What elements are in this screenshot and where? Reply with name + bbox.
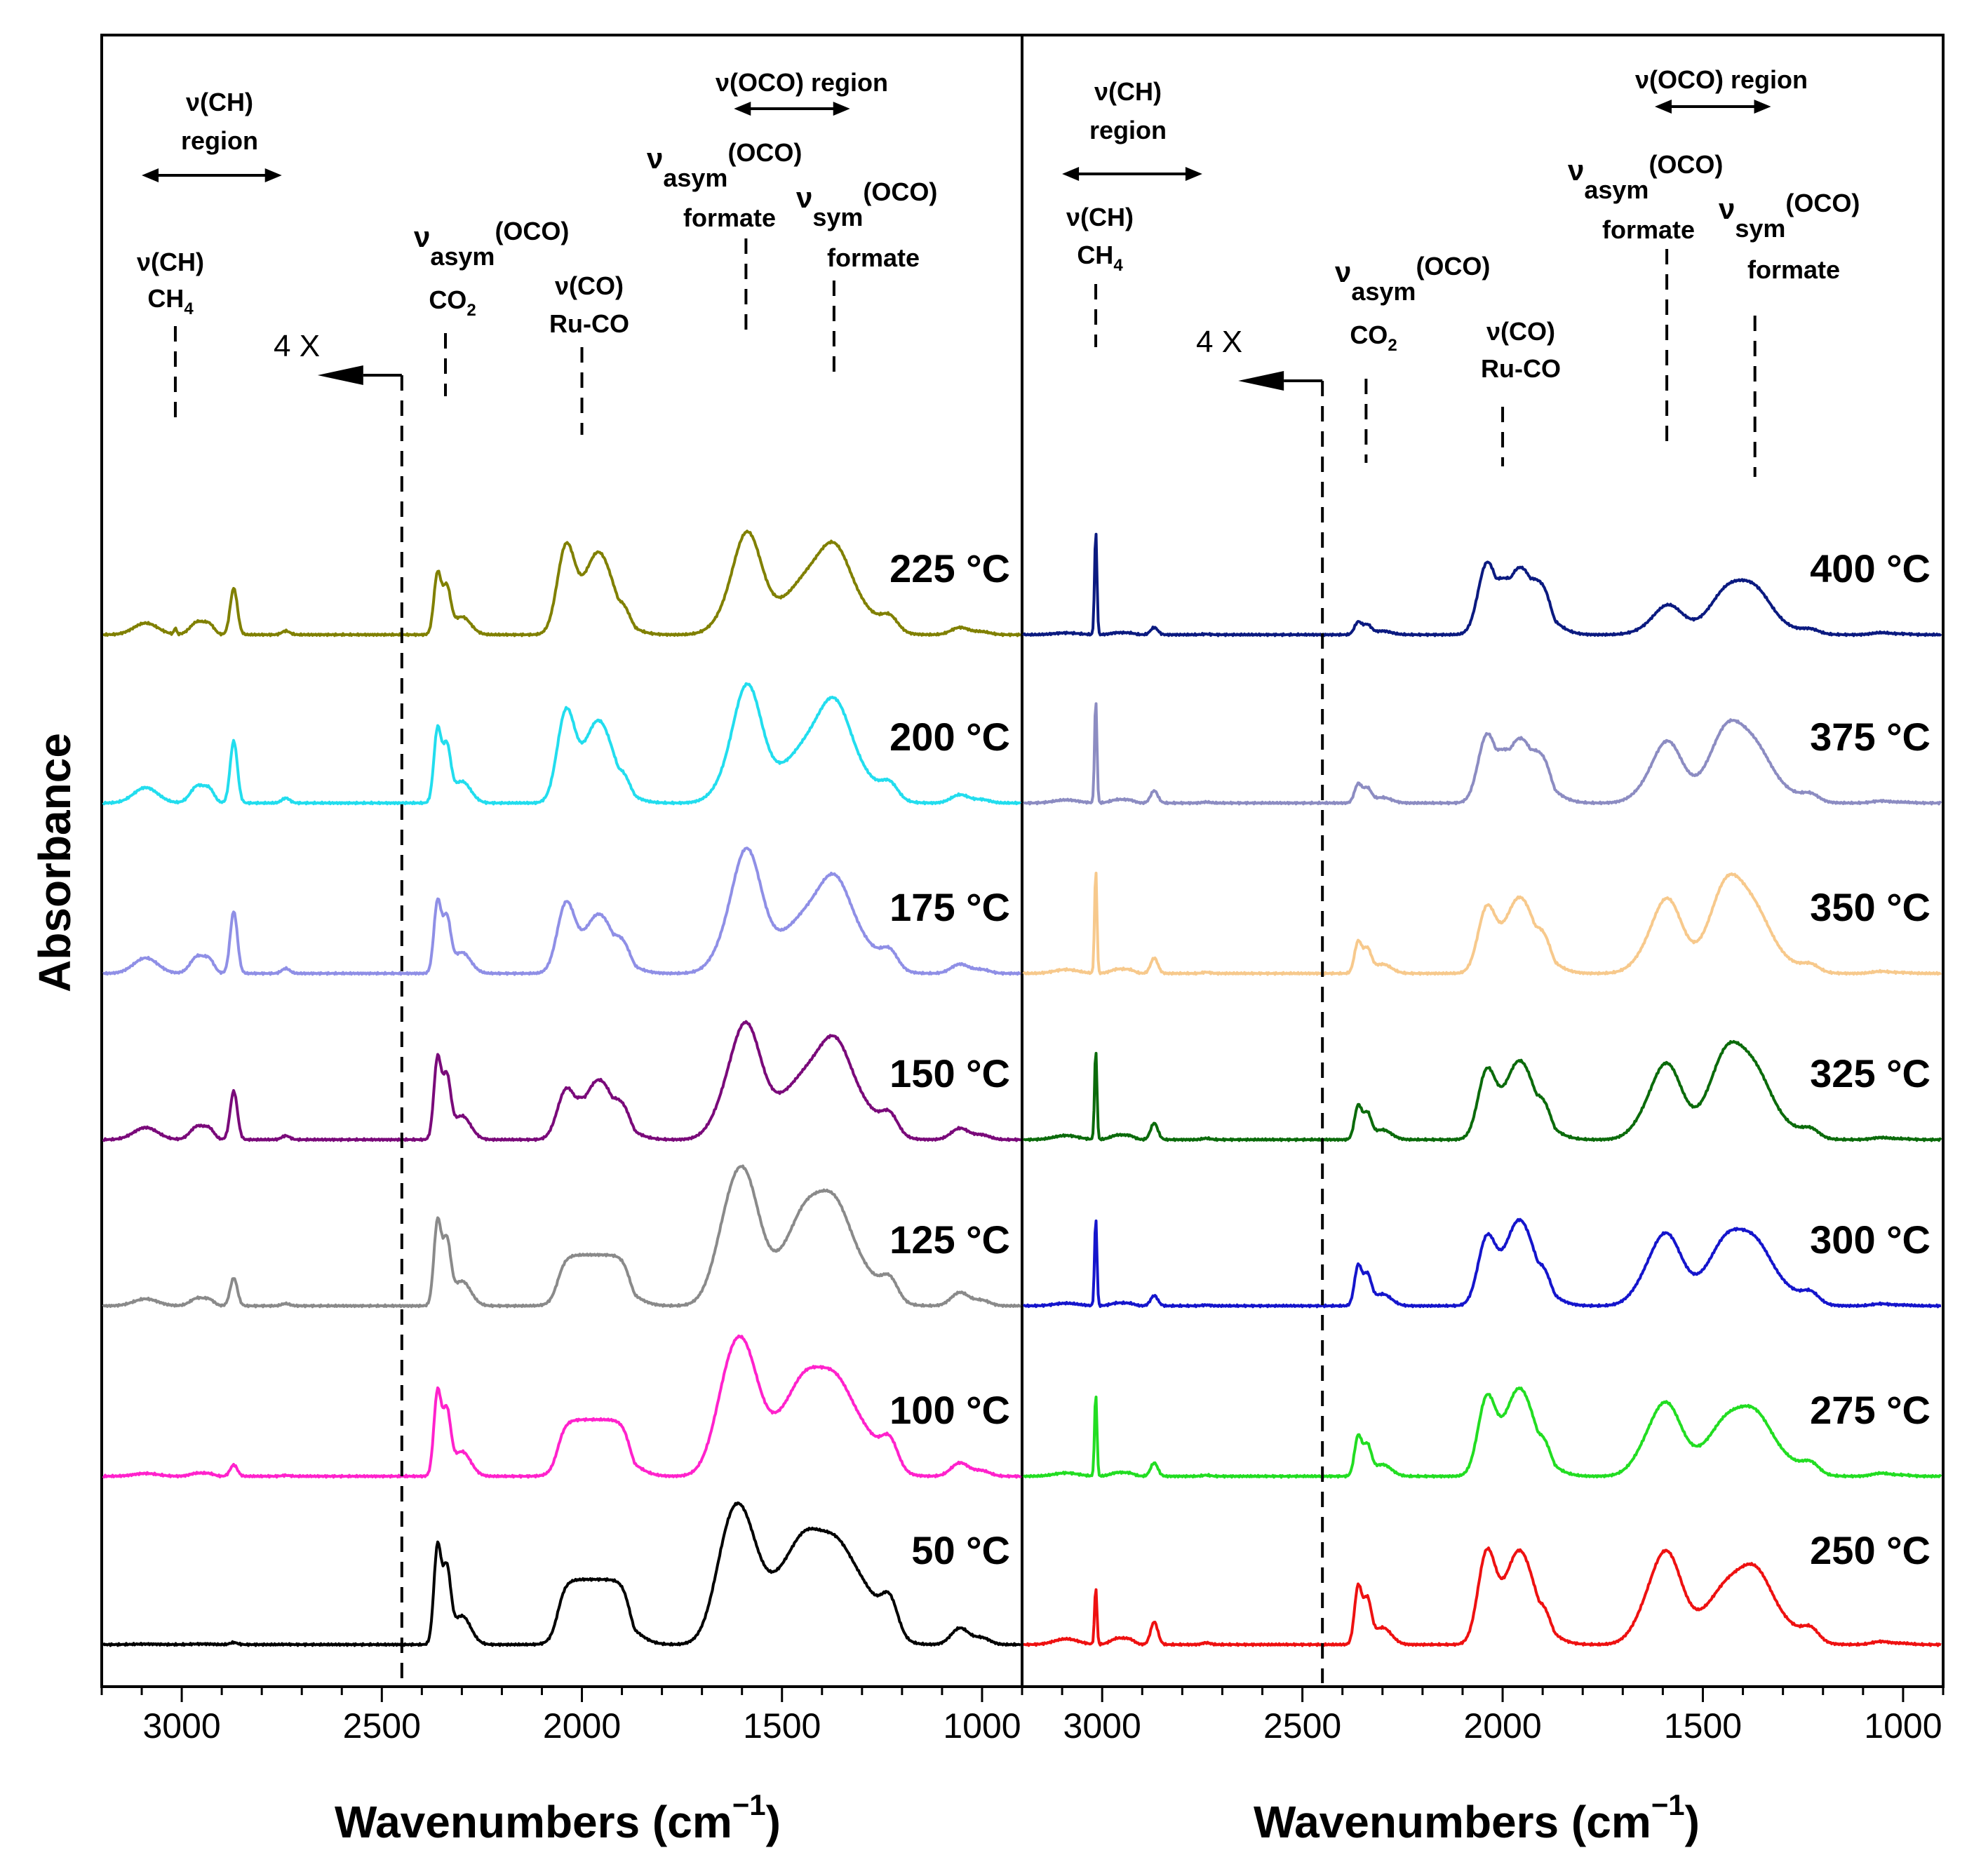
spectrum-350c bbox=[1022, 872, 1942, 976]
temperature-label-325: 325 °C bbox=[1810, 1051, 1931, 1095]
temperature-label-125: 125 °C bbox=[889, 1217, 1010, 1262]
formate-asym-species-right: formate bbox=[1602, 215, 1695, 244]
x-tick-label-2500-right: 2500 bbox=[1263, 1706, 1341, 1746]
co2-species-label-left: CO2 bbox=[429, 285, 476, 320]
ch-region-label2-right: region bbox=[1089, 116, 1167, 144]
spectrum-175c bbox=[102, 846, 1021, 976]
formate-asym-label-right: νasym(OCO) bbox=[1568, 150, 1723, 204]
ch4-species-label-left: CH4 bbox=[147, 284, 194, 318]
x-tick-label-2000-right: 2000 bbox=[1463, 1706, 1541, 1746]
co-band-label-left: ν(CO) bbox=[555, 271, 624, 300]
spectrum-50c bbox=[102, 1502, 1021, 1647]
spectrum-325c bbox=[1023, 1040, 1942, 1142]
formate-sym-label-left: νsym(OCO) bbox=[796, 177, 937, 231]
x-tick-label-1500-left: 1500 bbox=[743, 1706, 821, 1746]
x-tick-label-3000-right: 3000 bbox=[1063, 1706, 1141, 1746]
formate-sym-species-right: formate bbox=[1747, 255, 1840, 284]
ru-co-label-left: Ru-CO bbox=[549, 309, 629, 338]
temperature-label-50: 50 °C bbox=[911, 1528, 1010, 1572]
ch4-species-label-right: CH4 bbox=[1077, 241, 1123, 275]
scale-break-arrow-left bbox=[317, 365, 402, 385]
temperature-label-200: 200 °C bbox=[889, 715, 1010, 759]
spectrum-375c bbox=[1023, 702, 1942, 806]
formate-sym-species-left: formate bbox=[827, 243, 920, 272]
spectrum-225c bbox=[102, 529, 1021, 637]
ch-region-arrow-right bbox=[1062, 167, 1202, 181]
spectrum-400c bbox=[1022, 532, 1942, 637]
x-tick-label-2500-left: 2500 bbox=[343, 1706, 421, 1746]
temperature-label-375: 375 °C bbox=[1810, 715, 1931, 759]
co2-asym-label-right: νasym(OCO) bbox=[1335, 252, 1490, 306]
temperature-label-100: 100 °C bbox=[889, 1388, 1010, 1432]
x-tick-label-2000-left: 2000 bbox=[543, 1706, 621, 1746]
temperature-label-400: 400 °C bbox=[1810, 546, 1931, 591]
formate-asym-species-left: formate bbox=[683, 203, 776, 232]
temperature-label-250: 250 °C bbox=[1810, 1528, 1931, 1572]
ru-co-label-right: Ru-CO bbox=[1481, 354, 1561, 383]
oco-region-label-right: ν(OCO) region bbox=[1635, 65, 1808, 94]
spectrum-200c bbox=[102, 682, 1022, 806]
co2-species-label-right: CO2 bbox=[1350, 320, 1397, 355]
x-tick-label-3000-left: 3000 bbox=[142, 1706, 220, 1746]
formate-sym-label-right: νsym(OCO) bbox=[1719, 189, 1860, 243]
x-tick-label-1000-left: 1000 bbox=[943, 1706, 1021, 1746]
ch-region-label2-left: region bbox=[181, 126, 258, 155]
x-tick-label-1000-right: 1000 bbox=[1864, 1706, 1942, 1746]
ch4-band-label-right: ν(CH) bbox=[1066, 203, 1134, 231]
co-band-label-right: ν(CO) bbox=[1486, 317, 1555, 346]
temperature-label-300: 300 °C bbox=[1810, 1217, 1931, 1262]
oco-region-label-left: ν(OCO) region bbox=[716, 68, 888, 97]
formate-asym-label-left: νasym(OCO) bbox=[647, 138, 802, 192]
ch4-band-label-left: ν(CH) bbox=[137, 248, 204, 276]
spectrum-125c bbox=[102, 1164, 1021, 1309]
spectrum-300c bbox=[1022, 1217, 1942, 1309]
temperature-label-275: 275 °C bbox=[1810, 1388, 1931, 1432]
oco-region-arrow-left bbox=[734, 102, 850, 116]
scale-factor-label-right: 4 X bbox=[1196, 325, 1242, 359]
spectrum-100c bbox=[102, 1334, 1022, 1479]
y-axis-label: Absorbance bbox=[29, 733, 80, 992]
oco-region-arrow-right bbox=[1654, 100, 1771, 114]
temperature-label-150: 150 °C bbox=[889, 1051, 1010, 1095]
spectrum-250c bbox=[1023, 1546, 1942, 1647]
temperature-label-350: 350 °C bbox=[1810, 885, 1931, 929]
x-axis-label-right: Wavenumbers (cm−1) bbox=[1254, 1788, 1700, 1847]
ch-region-arrow-left bbox=[142, 168, 282, 182]
ch-region-label-right: ν(CH) bbox=[1094, 77, 1162, 106]
scale-break-arrow-right bbox=[1238, 371, 1323, 391]
ch-region-label-left: ν(CH) bbox=[186, 88, 253, 116]
x-axis-label-left: Wavenumbers (cm−1) bbox=[335, 1788, 781, 1847]
spectrum-275c bbox=[1022, 1386, 1942, 1479]
temperature-label-175: 175 °C bbox=[889, 885, 1010, 929]
scale-factor-label-left: 4 X bbox=[274, 329, 320, 363]
x-tick-label-1500-right: 1500 bbox=[1664, 1706, 1742, 1746]
spectrum-150c bbox=[102, 1020, 1021, 1142]
co2-asym-label-left: νasym(OCO) bbox=[414, 217, 569, 271]
temperature-label-225: 225 °C bbox=[889, 546, 1010, 591]
